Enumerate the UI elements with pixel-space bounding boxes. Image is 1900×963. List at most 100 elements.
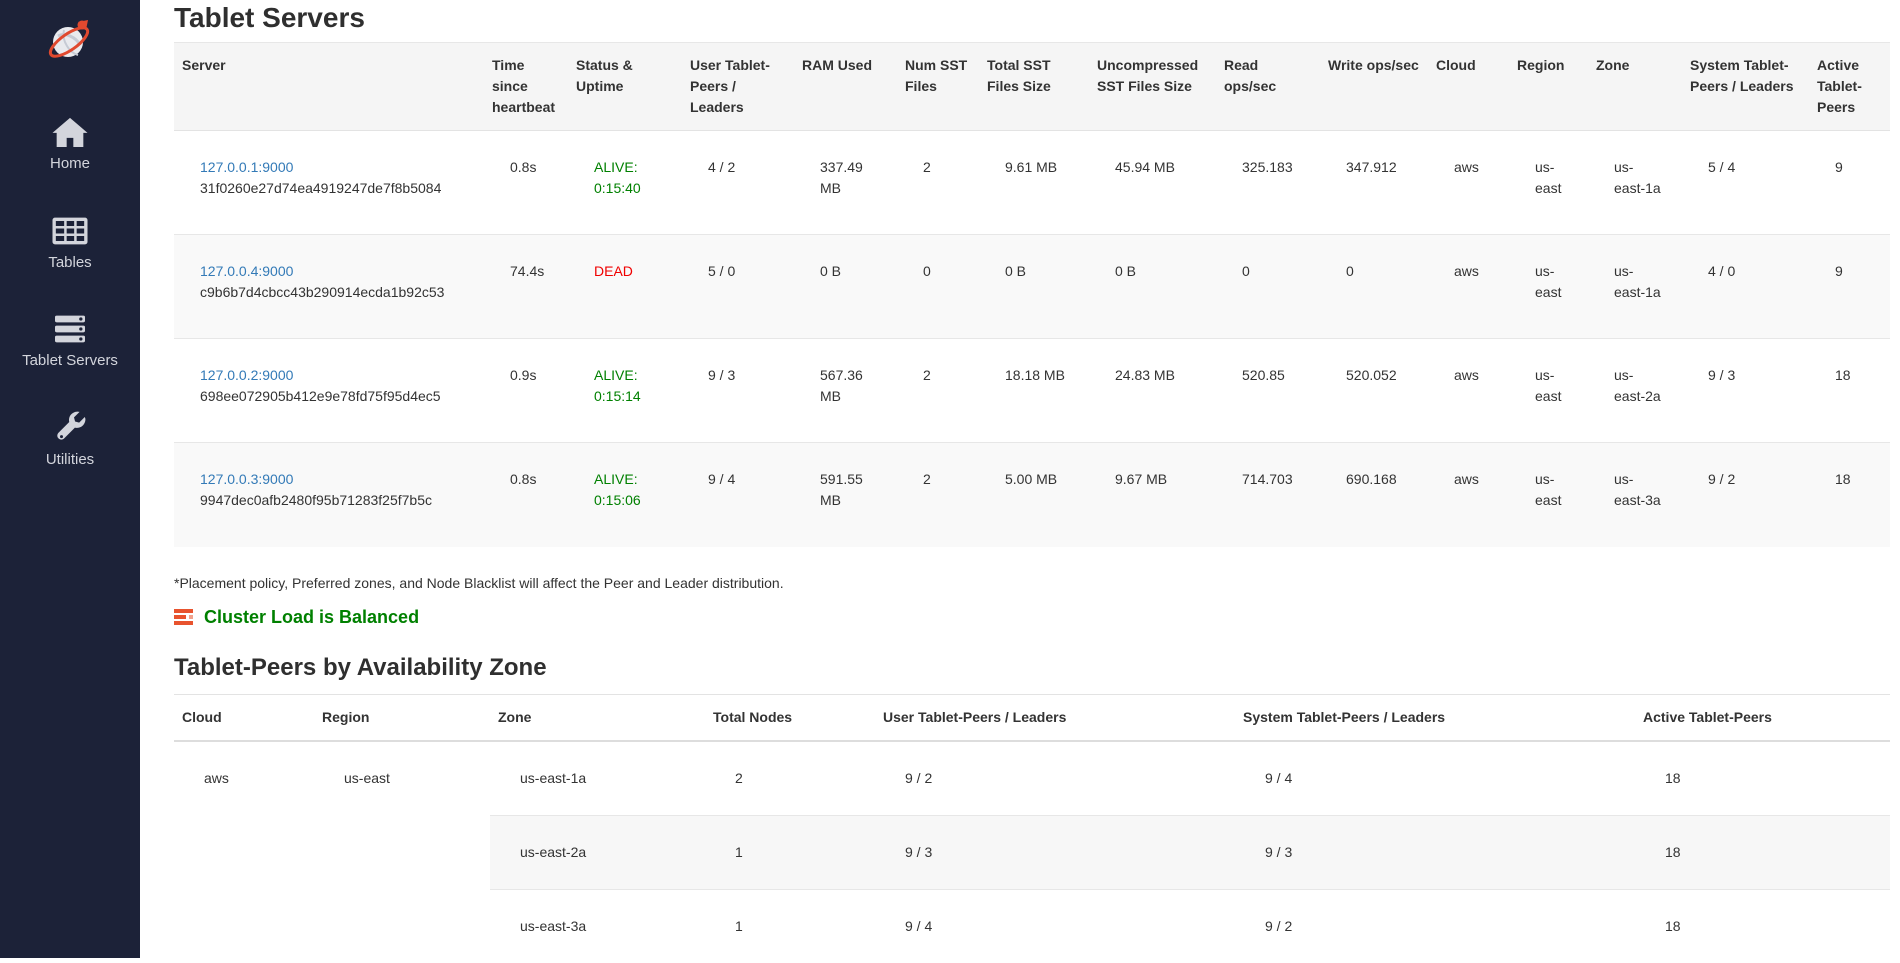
server-uuid: 698ee072905b412e9e78fd75f95d4ec5 bbox=[200, 388, 441, 404]
col-header-zone: Zone bbox=[1596, 57, 1630, 73]
write-ops-cell: 347.912 bbox=[1346, 159, 1397, 175]
uncompressed-sst-cell: 9.67 MB bbox=[1115, 471, 1168, 487]
user-peers-cell: 9 / 2 bbox=[905, 769, 933, 786]
read-ops-cell: 520.85 bbox=[1242, 367, 1285, 383]
read-ops-cell: 714.703 bbox=[1242, 471, 1293, 487]
user-peers-cell: 4 / 2 bbox=[708, 159, 736, 175]
server-uuid: 9947dec0afb2480f95b71283f25f7b5c bbox=[200, 492, 432, 508]
region-cell: us-east bbox=[1535, 159, 1562, 196]
region-cell: us-east bbox=[1535, 263, 1562, 300]
zones-table-header-row: Cloud Region Zone Total Nodes User Table… bbox=[174, 694, 1890, 741]
zone-cell: us-east-3a bbox=[1614, 471, 1661, 508]
status-cell: DEAD bbox=[568, 235, 682, 339]
status-cell: ALIVE: 0:15:14 bbox=[568, 339, 682, 443]
status-badge: ALIVE: bbox=[594, 159, 638, 175]
sidebar-item-tablet-servers[interactable]: Tablet Servers bbox=[22, 309, 118, 370]
sidebar-item-label: Home bbox=[49, 155, 90, 172]
write-ops-cell: 690.168 bbox=[1346, 471, 1397, 487]
zone-cell: us-east-3a bbox=[520, 917, 587, 934]
region-cell: us-east bbox=[1535, 471, 1562, 508]
uncompressed-sst-cell: 24.83 MB bbox=[1115, 367, 1175, 383]
zone-cell: us-east-1a bbox=[1614, 263, 1661, 300]
sidebar: Home Tables Tablet Servers bbox=[0, 0, 140, 958]
col-header-status: Status & Uptime bbox=[576, 57, 633, 94]
servers-table-header-row: Server Time since heartbeat Status & Upt… bbox=[174, 42, 1890, 131]
user-peers-cell: 9 / 3 bbox=[708, 367, 736, 383]
section-title-tablet-peers: Tablet-Peers by Availability Zone bbox=[174, 653, 547, 681]
table-row: us-east-2a 1 9 / 3 9 / 3 18 bbox=[174, 815, 1890, 889]
active-peers-cell: 18 bbox=[1665, 769, 1681, 786]
server-link[interactable]: 127.0.0.4:9000 bbox=[200, 263, 294, 279]
col-header-active-peers: Active Tablet-Peers bbox=[1817, 57, 1862, 115]
ram-cell: 591.55 MB bbox=[820, 471, 863, 508]
col-header-heartbeat: Time since heartbeat bbox=[492, 57, 556, 115]
col-header-system-peers: System Tablet-Peers / Leaders bbox=[1243, 708, 1446, 725]
total-sst-cell: 18.18 MB bbox=[1005, 367, 1065, 383]
utilities-icon bbox=[50, 408, 90, 448]
heartbeat-cell: 74.4s bbox=[510, 263, 545, 279]
table-row: 127.0.0.1:9000 31f0260e27d74ea4919247de7… bbox=[174, 130, 1890, 235]
cloud-cell: aws bbox=[1454, 471, 1479, 487]
table-row: 127.0.0.2:9000 698ee072905b412e9e78fd75f… bbox=[174, 338, 1890, 443]
cluster-balance-status: Cluster Load is Balanced bbox=[174, 607, 1890, 628]
num-sst-cell: 2 bbox=[923, 367, 931, 383]
total-nodes-cell: 1 bbox=[735, 917, 743, 934]
total-sst-cell: 9.61 MB bbox=[1005, 159, 1058, 175]
num-sst-cell: 2 bbox=[923, 471, 931, 487]
heartbeat-cell: 0.8s bbox=[510, 159, 537, 175]
server-link[interactable]: 127.0.0.1:9000 bbox=[200, 159, 294, 175]
user-peers-cell: 9 / 4 bbox=[905, 917, 933, 934]
sidebar-item-tables[interactable]: Tables bbox=[48, 211, 92, 272]
sidebar-item-home[interactable]: Home bbox=[50, 112, 90, 173]
system-peers-cell: 4 / 0 bbox=[1708, 263, 1736, 279]
sidebar-item-label: Tables bbox=[48, 253, 92, 271]
col-header-system-peers: System Tablet-Peers / Leaders bbox=[1690, 57, 1794, 94]
system-peers-cell: 9 / 3 bbox=[1708, 367, 1736, 383]
system-peers-cell: 9 / 2 bbox=[1708, 471, 1736, 487]
uptime-value: 0:15:14 bbox=[594, 388, 641, 404]
server-link[interactable]: 127.0.0.2:9000 bbox=[200, 367, 294, 383]
write-ops-cell: 520.052 bbox=[1346, 367, 1397, 383]
col-header-write-ops: Write ops/sec bbox=[1328, 57, 1419, 73]
active-peers-cell: 9 bbox=[1835, 159, 1843, 175]
server-uuid: c9b6b7d4cbcc43b290914ecda1b92c53 bbox=[200, 284, 445, 300]
zone-cell: us-east-2a bbox=[1614, 367, 1661, 404]
col-header-server: Server bbox=[182, 57, 226, 73]
col-header-num-sst: Num SST Files bbox=[905, 57, 968, 94]
sidebar-item-utilities[interactable]: Utilities bbox=[46, 408, 94, 469]
cloud-cell: aws bbox=[1454, 159, 1479, 175]
placement-footnote: *Placement policy, Preferred zones, and … bbox=[174, 574, 784, 591]
status-badge: DEAD bbox=[594, 263, 633, 279]
zone-cell: us-east-1a bbox=[520, 769, 587, 786]
sidebar-item-label: Utilities bbox=[45, 450, 95, 468]
uptime-value: 0:15:06 bbox=[594, 492, 641, 508]
cloud-cell: aws bbox=[204, 769, 229, 786]
col-header-active-peers: Active Tablet-Peers bbox=[1643, 708, 1772, 725]
yugabyte-logo-icon[interactable] bbox=[44, 14, 96, 66]
page-title: Tablet Servers bbox=[174, 2, 365, 33]
col-header-uncompressed-sst: Uncompressed SST Files Size bbox=[1097, 57, 1199, 94]
col-header-region: Region bbox=[1517, 57, 1565, 73]
table-row: 127.0.0.4:9000 c9b6b7d4cbcc43b290914ecda… bbox=[174, 234, 1890, 339]
col-header-region: Region bbox=[322, 708, 370, 725]
balance-status-text: Cluster Load is Balanced bbox=[204, 606, 420, 627]
table-row: us-east-3a 1 9 / 4 9 / 2 18 bbox=[174, 889, 1890, 963]
ram-cell: 0 B bbox=[820, 263, 842, 279]
region-cell: us-east bbox=[1535, 367, 1562, 404]
server-link[interactable]: 127.0.0.3:9000 bbox=[200, 471, 294, 487]
cloud-cell: aws bbox=[1454, 263, 1479, 279]
read-ops-cell: 0 bbox=[1242, 263, 1250, 279]
col-header-zone: Zone bbox=[498, 708, 532, 725]
user-peers-cell: 9 / 4 bbox=[708, 471, 736, 487]
col-header-total-nodes: Total Nodes bbox=[713, 708, 793, 725]
main-content: Tablet Servers Server Time since heartbe… bbox=[140, 2, 1900, 963]
col-header-read-ops: Read ops/sec bbox=[1224, 57, 1277, 94]
total-nodes-cell: 1 bbox=[705, 815, 875, 889]
tablet-servers-icon bbox=[50, 309, 90, 349]
status-cell: ALIVE: 0:15:06 bbox=[568, 443, 682, 547]
user-peers-cell: 5 / 0 bbox=[708, 263, 736, 279]
server-uuid: 31f0260e27d74ea4919247de7f8b5084 bbox=[200, 180, 442, 196]
num-sst-cell: 2 bbox=[923, 159, 931, 175]
region-cell: us-east bbox=[344, 769, 390, 786]
active-peers-cell: 18 bbox=[1635, 815, 1890, 889]
